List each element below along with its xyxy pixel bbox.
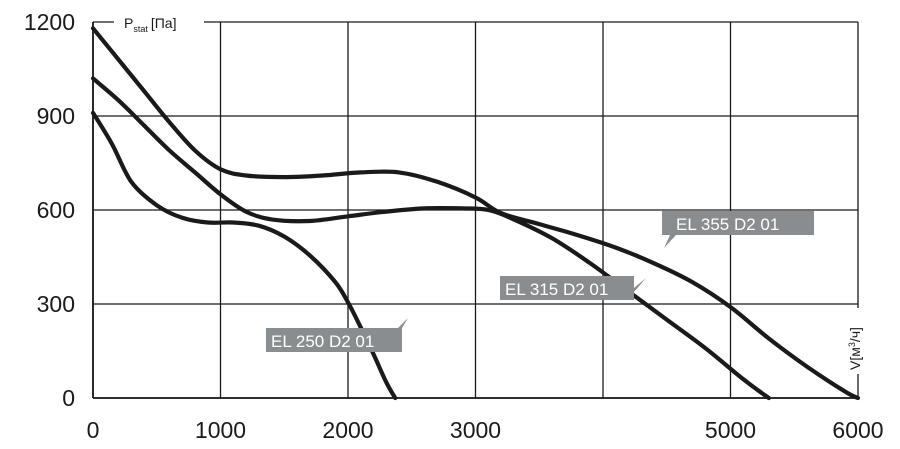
tag-el-315-shape xyxy=(500,276,646,300)
x-axis-title: V[м3/ч] xyxy=(847,327,863,370)
tag-el-315-label: EL 315 D2 01 xyxy=(505,280,608,299)
y-tick-label-900: 900 xyxy=(37,103,75,129)
tag-el-250-label: EL 250 D2 01 xyxy=(271,332,374,351)
y-axis-title-bg xyxy=(114,8,204,32)
y-axis-title-sub: stat xyxy=(133,24,148,34)
x-tick-label-3000: 3000 xyxy=(450,417,501,443)
y-tick-label-1200: 1200 xyxy=(24,9,75,35)
y-tick-label-0: 0 xyxy=(62,385,75,411)
x-tick-label-0: 0 xyxy=(87,417,100,443)
series-line-el-250-d2-01 xyxy=(90,110,398,401)
x-axis-title-bg xyxy=(844,308,866,374)
x-tick-label-1000: 1000 xyxy=(195,417,246,443)
series-line-el-355-d2-01 xyxy=(90,26,861,401)
x-tick-label-6000: 6000 xyxy=(832,417,883,443)
y-axis-title-main: P xyxy=(124,15,133,31)
y-axis-title-unit: [Па] xyxy=(151,15,177,31)
series-line-el-315-d2-01 xyxy=(90,76,771,401)
y-tick-label-300: 300 xyxy=(37,291,75,317)
x-tick-label-2000: 2000 xyxy=(322,417,373,443)
tag-el-355-shape xyxy=(662,211,814,248)
tag-el-250-shape xyxy=(266,318,408,352)
y-tick-labels: 0 300 600 900 1200 xyxy=(24,9,75,411)
tag-el-250: EL 250 D2 01 xyxy=(266,318,408,352)
x-tick-labels: 0 1000 2000 3000 5000 6000 xyxy=(87,417,884,443)
axes xyxy=(92,22,858,399)
tag-el-315: EL 315 D2 01 xyxy=(500,276,646,300)
y-tick-label-600: 600 xyxy=(37,197,75,223)
tag-el-355-label: EL 355 D2 01 xyxy=(676,215,779,234)
x-axis-title-sup: 3 xyxy=(847,342,857,347)
x-axis-title-unit: /ч] xyxy=(847,327,863,342)
grid-lines xyxy=(92,21,859,399)
x-axis-title-main: V[м xyxy=(847,347,863,370)
y-axis-title: Pstat [Па] xyxy=(124,15,177,34)
x-tick-label-5000: 5000 xyxy=(705,417,756,443)
tag-el-355: EL 355 D2 01 xyxy=(662,211,814,248)
